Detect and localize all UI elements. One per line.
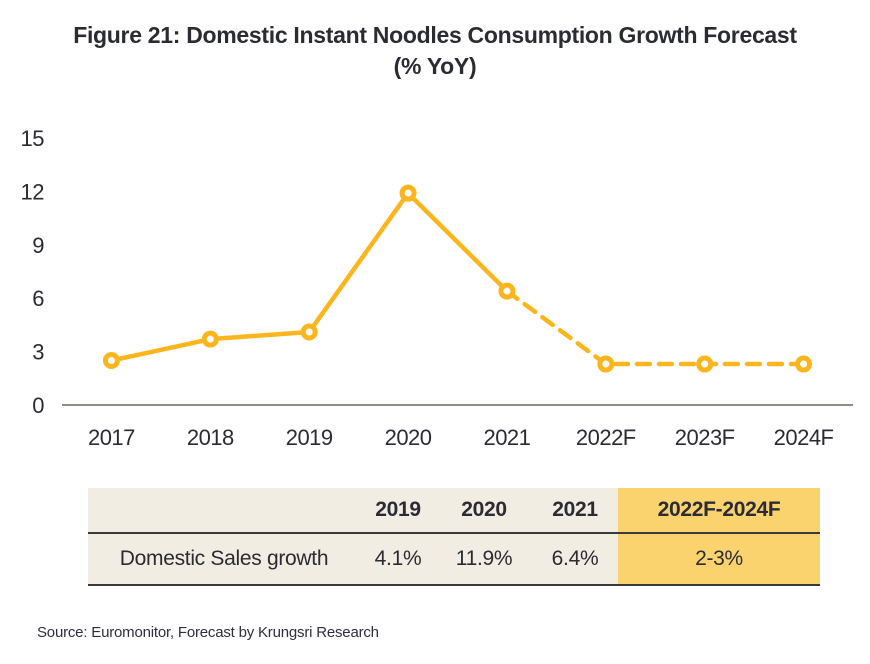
table-row-label: Domestic Sales growth <box>88 534 360 584</box>
data-point-2024F <box>795 355 813 373</box>
x-axis-tick-label: 2017 <box>88 425 135 450</box>
y-axis-tick-label: 3 <box>32 340 44 365</box>
data-point-2021 <box>498 282 516 300</box>
table-cell-2021: 6.4% <box>532 534 618 584</box>
x-axis-tick-label: 2020 <box>385 425 432 450</box>
x-axis-tick-label: 2023F <box>675 425 735 450</box>
table-header-blank <box>88 488 360 532</box>
y-axis-tick-label: 15 <box>21 126 45 151</box>
table-data-row: Domestic Sales growth 4.1% 11.9% 6.4% 2-… <box>88 534 820 586</box>
figure-title-block: Figure 21: Domestic Instant Noodles Cons… <box>0 20 870 82</box>
table-header-2021: 2021 <box>532 488 618 532</box>
data-point-2022F <box>597 355 615 373</box>
table-cell-2020: 11.9% <box>436 534 532 584</box>
y-axis-tick-label: 9 <box>32 233 44 258</box>
table-header-2019: 2019 <box>360 488 436 532</box>
summary-table: 2019 2020 2021 2022F-2024F Domestic Sale… <box>88 488 820 586</box>
table-header-forecast: 2022F-2024F <box>618 488 820 532</box>
data-point-2018 <box>201 330 219 348</box>
figure-subtitle: (% YoY) <box>393 53 477 79</box>
y-axis-tick-label: 12 <box>21 179 45 204</box>
data-point-2023F <box>696 355 714 373</box>
x-axis-tick-label: 2022F <box>576 425 636 450</box>
line-chart: 0 3 6 9 12 15 2017 2018 2019 2020 2021 2022F 2023F 20… <box>21 126 853 450</box>
table-header-2020: 2020 <box>436 488 532 532</box>
source-note: Source: Euromonitor, Forecast by Krungsr… <box>37 624 379 641</box>
data-point-2017 <box>102 352 120 369</box>
table-header-row: 2019 2020 2021 2022F-2024F <box>88 488 820 534</box>
data-point-2020 <box>399 184 417 202</box>
x-axis-tick-label: 2021 <box>483 425 530 450</box>
data-point-2019 <box>300 323 318 341</box>
figure-title: Figure 21: Domestic Instant Noodles Cons… <box>73 22 797 48</box>
x-axis-tick-label: 2018 <box>187 425 234 450</box>
x-axis-tick-label: 2019 <box>286 425 333 450</box>
y-axis-tick-label: 0 <box>32 393 44 418</box>
table-cell-forecast: 2-3% <box>618 534 820 584</box>
data-line-dashed <box>504 288 806 367</box>
table-cell-2019: 4.1% <box>360 534 436 584</box>
y-axis-tick-label: 6 <box>32 286 44 311</box>
x-axis-tick-label: 2024F <box>774 425 834 450</box>
